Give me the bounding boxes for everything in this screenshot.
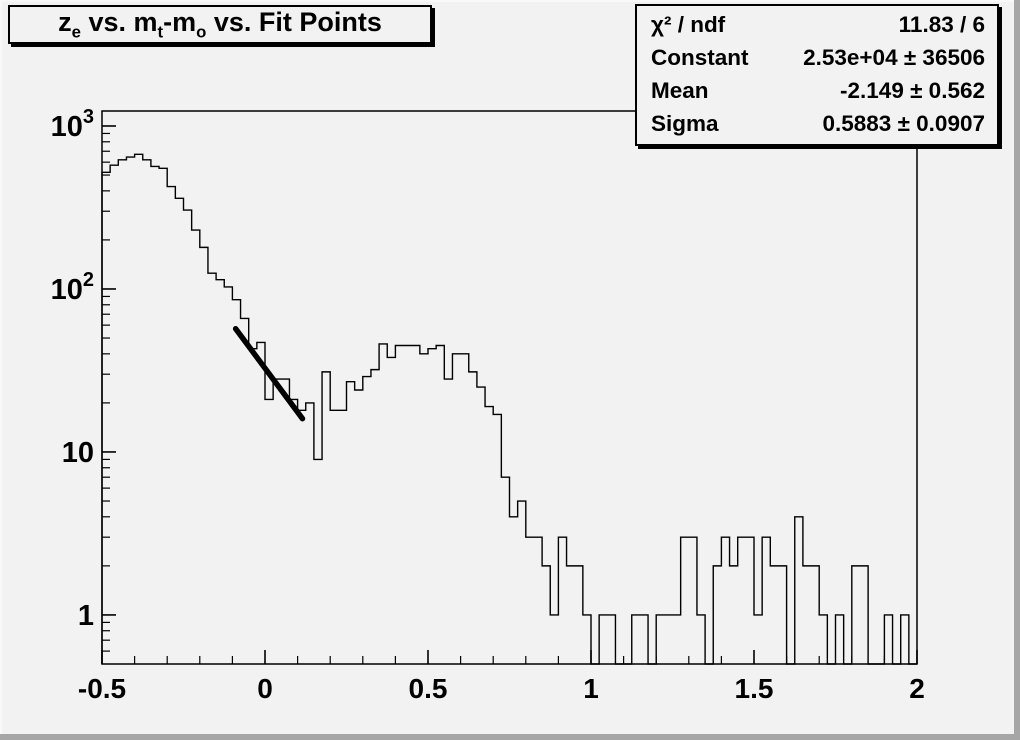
x-tick-label: 1 [583, 673, 599, 704]
title-segment: -m [163, 6, 197, 37]
stats-row-constant: Constant 2.53e+04 ± 36506 [637, 47, 997, 70]
stats-value-sigma: 0.5883 ± 0.0907 [822, 111, 986, 137]
x-tick-label: 1.5 [735, 673, 774, 704]
title-segment: vs. Fit Points [206, 6, 382, 37]
stats-row-mean: Mean -2.149 ± 0.562 [637, 80, 997, 103]
stats-value-chi2: 11.83 / 6 [898, 12, 985, 38]
stats-label-constant: Constant [651, 45, 749, 71]
title-segment: vs. m [80, 6, 158, 37]
stats-row-sigma: Sigma 0.5883 ± 0.0907 [637, 113, 997, 136]
stats-label-mean: Mean [651, 78, 709, 104]
title-segment: z [58, 6, 72, 37]
title-subscript: o [196, 22, 207, 42]
stats-row-chi2: χ² / ndf 11.83 / 6 [637, 14, 997, 37]
plot-title: ze vs. mt-mo vs. Fit Points [58, 7, 382, 42]
y-tick-label: 102 [51, 269, 94, 306]
x-tick-label: 0.5 [409, 673, 448, 704]
fit-line [232, 326, 306, 422]
x-tick-label: 2 [909, 673, 925, 704]
stats-label-sigma: Sigma [651, 111, 719, 137]
histogram-outline [101, 153, 917, 665]
title-subscript: e [71, 22, 81, 42]
y-tick-label: 103 [51, 106, 94, 143]
stats-label-chi2: χ² / ndf [651, 12, 726, 38]
title-subscript: t [157, 22, 164, 42]
x-tick-label: 0 [257, 673, 273, 704]
stats-box: χ² / ndf 11.83 / 6 Constant 2.53e+04 ± 3… [635, 4, 999, 146]
stats-value-mean: -2.149 ± 0.562 [840, 78, 985, 104]
title-box: ze vs. mt-mo vs. Fit Points [8, 5, 432, 44]
x-tick-label: -0.5 [78, 673, 126, 704]
stats-value-constant: 2.53e+04 ± 36506 [803, 45, 985, 71]
y-tick-label: 1 [78, 600, 94, 632]
y-tick-label: 10 [62, 437, 94, 469]
